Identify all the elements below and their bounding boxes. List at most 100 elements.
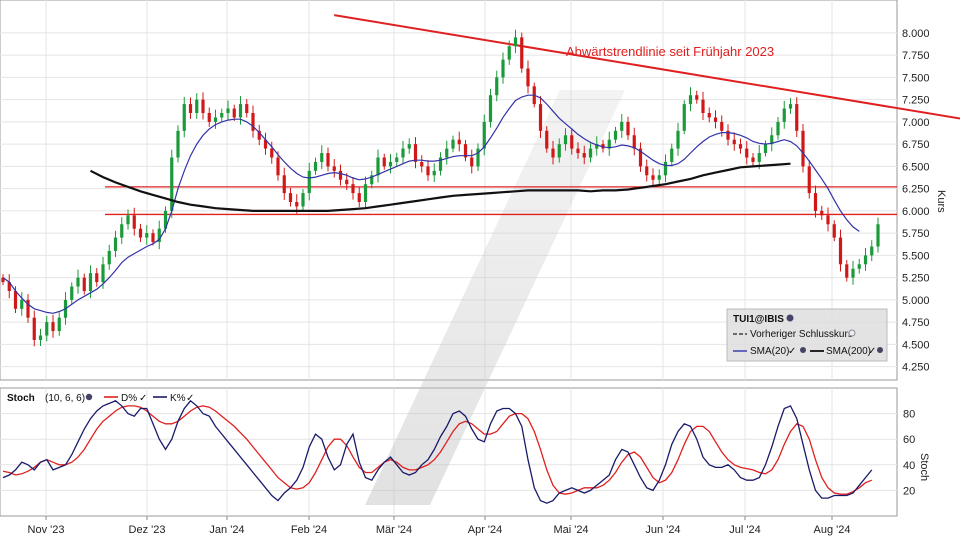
candle-body (38, 335, 43, 340)
candle-body (651, 175, 655, 180)
grid (0, 0, 897, 516)
x-tick-label: Jan '24 (209, 524, 244, 536)
candle-body (363, 184, 368, 202)
candle-body (382, 157, 386, 167)
legend-sma20: SMA(20) (750, 346, 789, 357)
price-tick-label: 5.000 (902, 295, 930, 307)
candle (70, 282, 74, 304)
candle (782, 100, 786, 129)
candle-body (663, 161, 668, 176)
candle (376, 149, 380, 183)
candle-body (551, 148, 555, 158)
candle (445, 140, 449, 165)
candle (726, 124, 730, 146)
candle-body (176, 130, 180, 158)
x-tick-label: Nov '23 (28, 524, 65, 536)
candle (463, 139, 468, 162)
candles (1, 29, 880, 347)
price-tick-label: 4.500 (902, 339, 930, 351)
candle-body (832, 224, 836, 238)
candle-body (57, 317, 61, 332)
candle-body (395, 157, 399, 162)
candle (145, 225, 149, 245)
candle (788, 98, 793, 114)
candle-body (401, 148, 405, 158)
price-tick-label: 5.750 (902, 228, 930, 240)
candle-body (595, 144, 599, 149)
candle-body (445, 148, 449, 158)
candle (7, 274, 11, 299)
prev-close-settings-icon[interactable] (848, 329, 856, 337)
candle-body (207, 113, 211, 122)
symbol-info-icon[interactable] (786, 314, 794, 322)
candle-body (270, 148, 274, 158)
candle (45, 315, 49, 342)
candle-body (501, 59, 505, 78)
candle-body (838, 237, 843, 265)
candle-body (220, 113, 224, 118)
candle (351, 177, 355, 200)
candle (226, 100, 230, 121)
candle-body (463, 144, 468, 158)
candle (732, 132, 736, 151)
candle-body (638, 148, 643, 167)
sma200-settings-icon[interactable] (877, 347, 883, 353)
candle-body (288, 193, 293, 202)
candle-body (163, 210, 168, 229)
k-check-icon[interactable]: ✓ (186, 393, 194, 404)
candle-body (213, 117, 218, 122)
d-check-icon[interactable]: ✓ (139, 393, 147, 404)
candle-body (7, 282, 11, 291)
candle-body (807, 166, 811, 194)
watermark (365, 90, 625, 505)
price-tick-label: 7.250 (902, 95, 930, 107)
price-tick-label: 6.250 (902, 184, 930, 196)
candle-body (263, 139, 268, 149)
x-tick-label: Jul '24 (729, 524, 760, 536)
x-tick-label: Dez '23 (129, 524, 166, 536)
candle-body (813, 193, 818, 211)
candle-body (476, 148, 480, 167)
candle-body (726, 130, 730, 140)
candle (663, 154, 668, 183)
sma20-check-icon[interactable]: ✓ (788, 346, 796, 357)
sma20-settings-icon[interactable] (800, 347, 806, 353)
candle-body (545, 130, 549, 149)
candle (588, 143, 593, 163)
candle (270, 141, 274, 164)
candle (482, 114, 486, 156)
candle (76, 269, 80, 294)
candle (870, 240, 874, 262)
candle-body (870, 246, 874, 256)
candle (288, 188, 293, 207)
candle (413, 137, 418, 169)
candle-body (520, 37, 524, 69)
sma200-line (90, 162, 791, 212)
candle-body (120, 224, 124, 238)
candle (107, 244, 111, 270)
candle-body (157, 228, 161, 243)
candle-body (376, 157, 380, 176)
sma200-check-icon[interactable]: ✓ (868, 346, 876, 357)
candle-body (438, 157, 443, 171)
candle (457, 131, 461, 152)
candle-body (82, 277, 86, 291)
candle-body (863, 255, 868, 265)
stoch-settings-icon[interactable] (85, 393, 93, 401)
candle-body (232, 108, 236, 118)
candle (313, 157, 318, 175)
candle-body (688, 95, 693, 105)
candle (232, 104, 236, 121)
candle (470, 149, 474, 174)
candle (707, 107, 711, 123)
candle-body (507, 46, 511, 60)
candle (570, 128, 574, 155)
candle (838, 229, 843, 272)
candle (507, 40, 511, 65)
candle (20, 292, 24, 316)
candle-body (701, 99, 705, 113)
candle-body (495, 77, 499, 96)
stochastic-lines (2, 399, 873, 504)
stoch-tick-label: 40 (903, 460, 915, 472)
price-tick-label: 5.500 (902, 250, 930, 262)
